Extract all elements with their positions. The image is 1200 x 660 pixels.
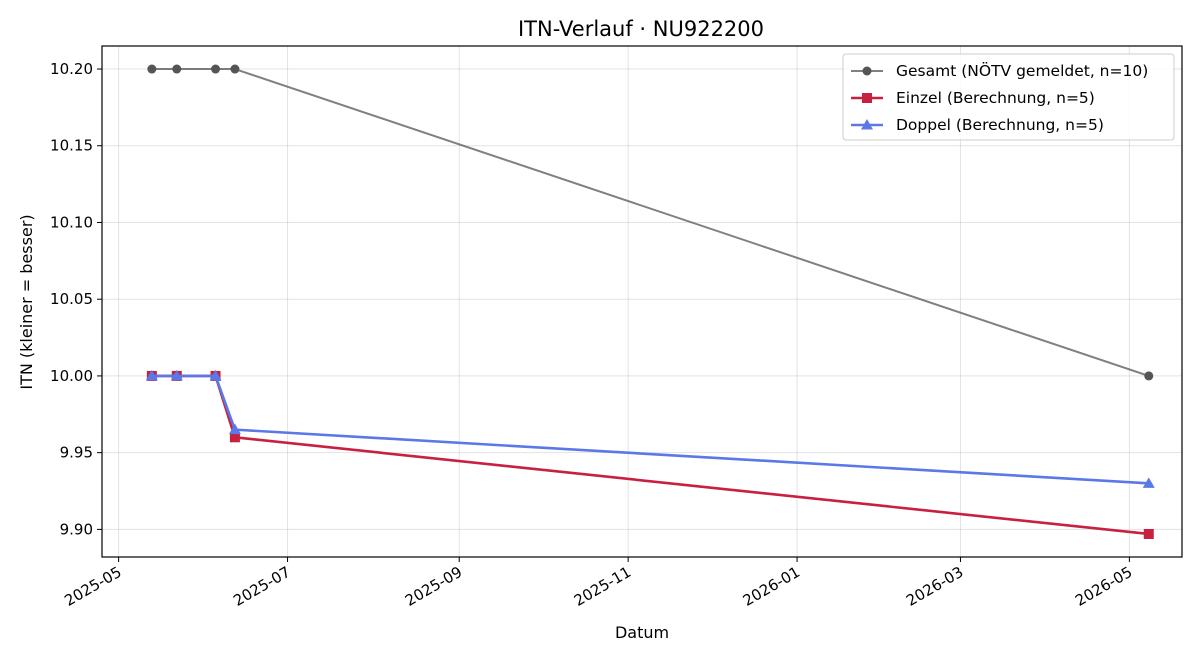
legend-label: Gesamt (NÖTV gemeldet, n=10) [896,61,1148,80]
legend-marker [862,66,872,76]
y-tick-label: 10.05 [50,290,93,308]
y-tick-label: 9.95 [60,444,93,462]
legend-label: Einzel (Berechnung, n=5) [896,89,1095,107]
series-layer [145,64,1155,539]
y-tick-label: 10.00 [50,367,93,385]
data-point [147,64,157,74]
series-circle [147,64,1154,381]
data-point [230,64,240,74]
y-tick-label: 9.90 [60,520,93,538]
legend-box [842,53,1175,141]
data-point [172,64,182,74]
data-point [145,369,158,381]
x-tick-label: 2025-11 [571,563,634,610]
legend-marker [862,93,872,103]
legend-label: Doppel (Berechnung, n=5) [896,116,1104,134]
legend[interactable]: Gesamt (NÖTV gemeldet, n=10) Einzel (Bere… [842,53,1175,141]
data-point [211,64,221,74]
data-point [1143,528,1154,539]
legend-marker [861,119,873,130]
legend-item[interactable]: Gesamt (NÖTV gemeldet, n=10) [851,61,1148,80]
data-point [228,423,241,435]
plot-frame [101,45,1183,558]
axis-ticks: 2025-05 2025-07 2025-09 2025-11 2026-01 2026-… [50,60,1135,610]
series-triangle [145,369,1155,488]
x-tick-label: 2025-09 [402,563,465,610]
data-point [1144,371,1154,381]
data-point [1142,477,1155,488]
data-point [170,369,183,381]
x-tick-label: 2025-05 [61,563,124,610]
y-tick-label: 10.20 [50,60,93,78]
series-line [151,374,1149,485]
chart-title: ITN-Verlauf · NU922200 [518,17,764,41]
legend-item[interactable]: Einzel (Berechnung, n=5) [851,89,1095,107]
data-point [229,432,240,443]
legend-item[interactable]: Doppel (Berechnung, n=5) [851,116,1104,134]
y-tick-label: 10.10 [50,213,93,231]
x-axis-title: Datum [615,623,669,642]
x-tick-label: 2025-07 [230,563,293,610]
y-axis-title: ITN (kleiner = besser) [17,214,36,389]
x-tick-label: 2026-03 [903,563,966,610]
x-tick-label: 2026-05 [1072,563,1135,610]
x-tick-label: 2026-01 [740,563,803,610]
y-tick-label: 10.15 [50,137,93,155]
data-point [209,369,222,381]
